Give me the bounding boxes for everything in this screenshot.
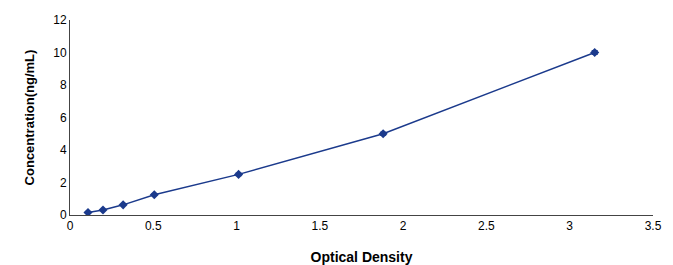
svg-text:6: 6 [60, 111, 67, 125]
svg-text:2: 2 [60, 176, 67, 190]
svg-text:12: 12 [53, 13, 67, 27]
svg-text:10: 10 [53, 46, 67, 60]
svg-text:0: 0 [60, 208, 67, 222]
svg-text:1: 1 [233, 219, 240, 233]
svg-text:3.5: 3.5 [645, 219, 662, 233]
svg-text:8: 8 [60, 78, 67, 92]
svg-text:2: 2 [400, 219, 407, 233]
svg-text:3: 3 [566, 219, 573, 233]
svg-text:4: 4 [60, 143, 67, 157]
svg-text:0: 0 [67, 219, 74, 233]
svg-text:0.5: 0.5 [145, 219, 162, 233]
svg-text:Optical Density: Optical Density [311, 249, 413, 265]
svg-text:1.5: 1.5 [312, 219, 329, 233]
svg-text:Concentration(ng/mL): Concentration(ng/mL) [22, 50, 37, 186]
svg-text:2.5: 2.5 [478, 219, 495, 233]
